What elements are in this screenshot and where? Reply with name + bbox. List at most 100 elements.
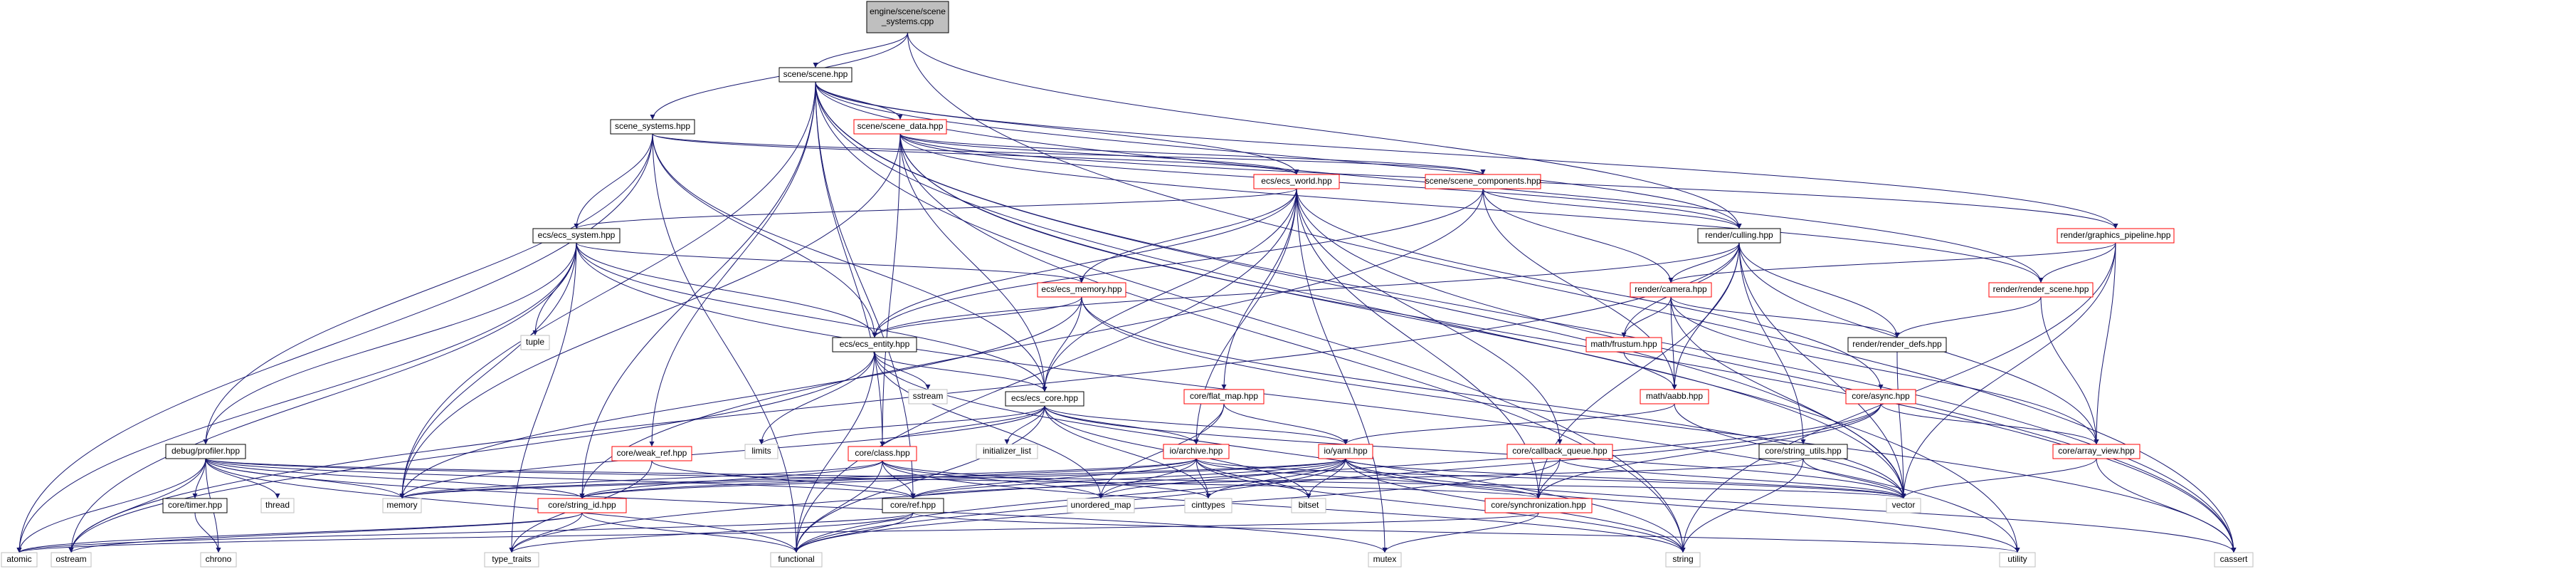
node-box (853, 119, 947, 135)
edge-debug_profiler-to-vector (205, 458, 1906, 499)
node-scene-components[interactable]: scene/scene_components.hpp (1425, 174, 1541, 189)
node-core-ref[interactable]: core/ref.hpp (882, 498, 944, 513)
node-box (200, 552, 237, 568)
node-label: vector (1892, 500, 1916, 510)
node-box (1368, 552, 1402, 568)
node-box (848, 446, 917, 461)
edge-string_utils-to-string (1680, 458, 1804, 553)
node-weak-ref[interactable]: core/weak_ref.hpp (611, 446, 692, 461)
edge-root-to-cassert (907, 32, 2237, 553)
node-box (1630, 282, 1712, 298)
edge-layer (16, 32, 2237, 553)
node-io-archive[interactable]: io/archive.hpp (1163, 444, 1230, 459)
edge-render_culling-to-render_defs (1738, 242, 1900, 338)
node-math-aabb[interactable]: math/aabb.hpp (1640, 389, 1709, 404)
edge-ecs_core-to-initializer_list (1004, 405, 1045, 445)
node-box (2057, 228, 2175, 244)
edge-synchronization-to-mutex (1382, 512, 1539, 553)
node-label: _systems.cpp (881, 16, 934, 26)
node-box (908, 389, 948, 404)
node-ecs-world[interactable]: ecs/ecs_world.hpp (1253, 174, 1340, 189)
node-box (2214, 552, 2254, 568)
node-label: core/weak_ref.hpp (617, 448, 687, 458)
edge-string_utils-to-core_ref (910, 458, 1804, 499)
node-box (1640, 389, 1709, 404)
node-array-view[interactable]: core/array_view.hpp (2052, 444, 2140, 459)
node-core-timer[interactable]: core/timer.hpp (162, 498, 228, 513)
edge-render_culling-to-string_utils (1738, 242, 1806, 445)
edge-core_ref-to-functional (793, 512, 914, 553)
node-string-utils[interactable]: core/string_utils.hpp (1758, 444, 1848, 459)
node-ostream: ostream (51, 552, 92, 568)
node-synchronization[interactable]: core/synchronization.hpp (1484, 498, 1593, 513)
node-functional: functional (770, 552, 823, 568)
node-label: render/graphics_pipeline.hpp (2061, 230, 2171, 240)
edge-scene_components-to-render_culling (1482, 188, 1742, 229)
node-ecs-entity[interactable]: ecs/ecs_entity.hpp (832, 337, 917, 353)
edge-ecs_core-to-io_yaml (1044, 405, 1348, 445)
edge-scene-to-core_ref (815, 81, 916, 499)
edge-ecs_core-to-vector (1044, 405, 1906, 499)
node-scene-data[interactable]: scene/scene_data.hpp (853, 119, 947, 135)
node-sstream: sstream (908, 389, 948, 404)
edge-ecs_entity-to-string (874, 351, 1686, 553)
edge-ecs_core-to-cinttypes (1044, 405, 1211, 499)
node-scene[interactable]: scene/scene.hpp (778, 67, 852, 83)
node-render-defs[interactable]: render/render_defs.hpp (1847, 337, 1947, 353)
node-ecs-memory[interactable]: ecs/ecs_memory.hpp (1037, 282, 1126, 298)
node-box (162, 498, 228, 513)
node-thread: thread (260, 498, 295, 513)
node-box (611, 446, 692, 461)
edge-ecs_world-to-ecs_entity (872, 188, 1297, 338)
node-cassert: cassert (2214, 552, 2254, 568)
node-mutex: mutex (1368, 552, 1402, 568)
node-io-yaml[interactable]: io/yaml.hpp (1318, 444, 1373, 459)
node-flat-map[interactable]: core/flat_map.hpp (1183, 389, 1265, 404)
node-ecs-core[interactable]: ecs/ecs_core.hpp (1005, 391, 1084, 407)
node-core-class[interactable]: core/class.hpp (848, 446, 917, 461)
edge-array_view-to-vector (1901, 458, 2097, 499)
node-label: math/frustum.hpp (1590, 339, 1657, 349)
node-render-scene[interactable]: render/render_scene.hpp (1988, 282, 2094, 298)
node-graphics-pipeline[interactable]: render/graphics_pipeline.hpp (2057, 228, 2175, 244)
edge-debug_profiler-to-atomic (16, 458, 206, 553)
edge-ecs_world-to-ecs_system (574, 188, 1297, 229)
node-math-frustum[interactable]: math/frustum.hpp (1585, 337, 1662, 353)
edge-scene_data-to-render_scene (899, 133, 2044, 283)
node-label: core/callback_queue.hpp (1512, 446, 1608, 456)
edge-ecs_core-to-limits (759, 405, 1045, 445)
node-render-culling[interactable]: render/culling.hpp (1697, 228, 1781, 244)
edge-synchronization-to-atomic (17, 512, 1539, 553)
node-label: core/ref.hpp (890, 500, 936, 510)
node-render-camera[interactable]: render/camera.hpp (1630, 282, 1712, 298)
node-debug-profiler[interactable]: debug/profiler.hpp (165, 444, 246, 459)
node-box (1183, 389, 1265, 404)
edge-render_culling-to-ecs_entity (872, 242, 1740, 338)
edge-scene_systems-to-functional (652, 133, 799, 553)
edge-core_timer-to-chrono (194, 512, 221, 553)
node-label: mutex (1373, 554, 1397, 564)
edge-core_async-to-type_traits (509, 403, 1881, 553)
edge-scene_data-to-string (899, 133, 1686, 553)
node-string-id[interactable]: core/string_id.hpp (537, 498, 627, 513)
edge-ecs_core-to-memory (399, 405, 1045, 499)
edge-ecs_memory-to-vector (1081, 296, 1906, 499)
node-label: cinttypes (1191, 500, 1225, 510)
node-scene-systems[interactable]: scene_systems.hpp (610, 119, 695, 135)
node-root[interactable]: engine/scene/scene_systems.cpp (866, 1, 949, 33)
node-ecs-system[interactable]: ecs/ecs_system.hpp (532, 228, 621, 244)
edge-ecs_entity-to-limits (759, 351, 875, 445)
edge-render_scene-to-array_view (2040, 296, 2099, 445)
edge-io_yaml-to-bitset (1306, 458, 1346, 499)
node-cinttypes: cinttypes (1184, 498, 1232, 513)
node-core-async[interactable]: core/async.hpp (1845, 389, 1916, 404)
node-label: render/render_defs.hpp (1852, 339, 1942, 349)
node-label: utility (2007, 554, 2027, 564)
node-box (1988, 282, 2094, 298)
node-box (1037, 282, 1126, 298)
node-callback-queue[interactable]: core/callback_queue.hpp (1506, 444, 1613, 459)
edge-io_yaml-to-cassert (1345, 458, 2237, 553)
node-label: limits (751, 446, 771, 456)
node-box (1847, 337, 1947, 353)
edge-ecs_system-to-utility (576, 242, 2020, 553)
